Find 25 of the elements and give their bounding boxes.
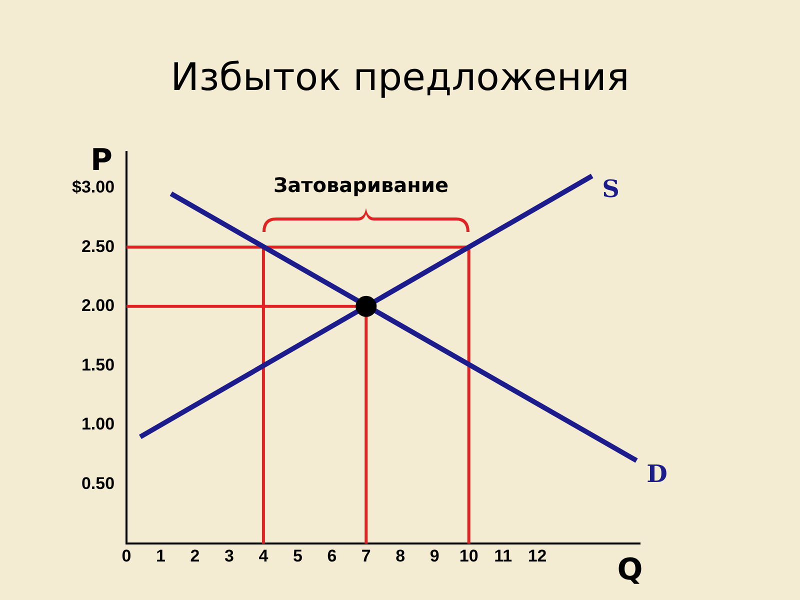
y-axis-title: P bbox=[90, 142, 113, 178]
y-tick-label: 1.00 bbox=[81, 414, 115, 434]
x-tick-label: 3 bbox=[224, 546, 234, 566]
y-tick-label: 2.50 bbox=[81, 236, 115, 256]
x-tick-label: 8 bbox=[396, 546, 406, 566]
x-tick-label: 6 bbox=[327, 546, 337, 566]
x-tick-label: 12 bbox=[528, 546, 547, 566]
series-label: D bbox=[646, 458, 668, 488]
series-label: S bbox=[602, 174, 620, 204]
x-tick-label: 11 bbox=[494, 546, 512, 566]
x-tick-label: 4 bbox=[258, 546, 269, 566]
y-tick-label: 0.50 bbox=[81, 474, 115, 493]
x-tick-label: 2 bbox=[190, 546, 200, 566]
x-tick-label: 0 bbox=[122, 546, 132, 566]
x-axis-title: Q bbox=[617, 552, 643, 588]
annotation: Затоваривание bbox=[273, 173, 449, 198]
y-tick-label: $3.00 bbox=[72, 177, 115, 196]
y-tick-label: 1.50 bbox=[81, 355, 115, 374]
x-tick-label: 9 bbox=[430, 546, 440, 566]
y-tick-label: 2.00 bbox=[81, 296, 115, 316]
x-tick-label: 7 bbox=[361, 546, 371, 566]
x-tick-label: 5 bbox=[292, 546, 302, 566]
x-tick-label: 10 bbox=[459, 546, 478, 566]
chart-title: Избыток предложения bbox=[170, 55, 630, 99]
x-tick-label: 1 bbox=[156, 546, 166, 566]
